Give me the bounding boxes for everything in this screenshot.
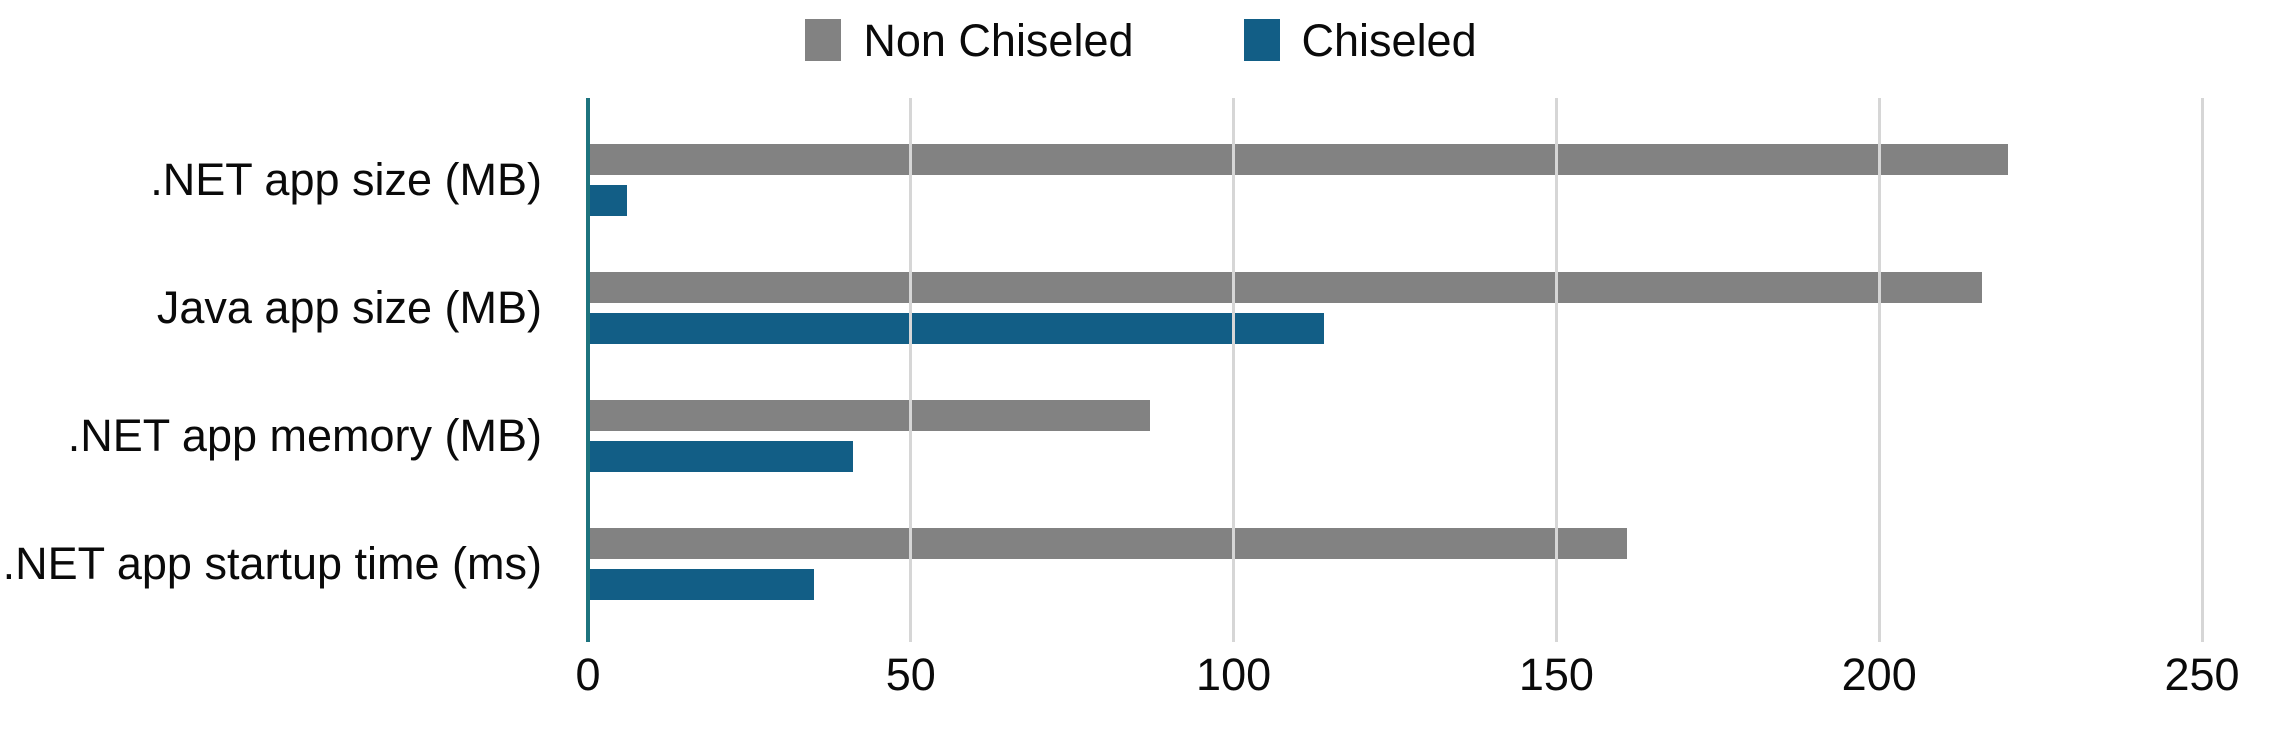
category-label: .NET app size (MB): [150, 153, 542, 205]
legend-label-non-chiseled: Non Chiseled: [863, 14, 1134, 66]
bar-row: [588, 500, 2202, 628]
bar-non-chiseled: [588, 144, 2009, 175]
bar-non-chiseled: [588, 528, 1628, 559]
legend-item-chiseled: Chiseled: [1243, 14, 1477, 66]
category-label: .NET app memory (MB): [67, 409, 542, 461]
bar-chiseled: [588, 185, 627, 216]
bar-chiseled: [588, 569, 814, 600]
x-tick-label: 50: [885, 649, 936, 700]
bar-chiseled: [588, 313, 1324, 344]
bars-area: [588, 116, 2202, 628]
legend-swatch-chiseled: [1243, 19, 1280, 61]
x-tick-label: 100: [1196, 649, 1272, 700]
legend-item-non-chiseled: Non Chiseled: [805, 14, 1134, 66]
bar-non-chiseled: [588, 272, 1983, 303]
bar-chiseled: [588, 441, 853, 472]
legend-label-chiseled: Chiseled: [1301, 14, 1477, 66]
chart-legend: Non Chiseled Chiseled: [0, 8, 2282, 72]
bar-row: [588, 116, 2202, 244]
category-label: Java app size (MB): [156, 281, 542, 333]
bar-non-chiseled: [588, 400, 1150, 431]
legend-swatch-non-chiseled: [805, 19, 842, 61]
bar-row: [588, 244, 2202, 372]
value-axis: 0 50 100 150 200 250: [575, 649, 2239, 712]
x-tick-label: 250: [2164, 649, 2240, 700]
x-tick-label: 0: [575, 649, 601, 700]
x-tick-label: 200: [1841, 649, 1917, 700]
x-tick-label: 150: [1518, 649, 1594, 700]
bar-row: [588, 372, 2202, 500]
category-label: .NET app startup time (ms): [2, 537, 542, 589]
category-axis: .NET app size (MB) Java app size (MB) .NET…: [0, 0, 566, 742]
